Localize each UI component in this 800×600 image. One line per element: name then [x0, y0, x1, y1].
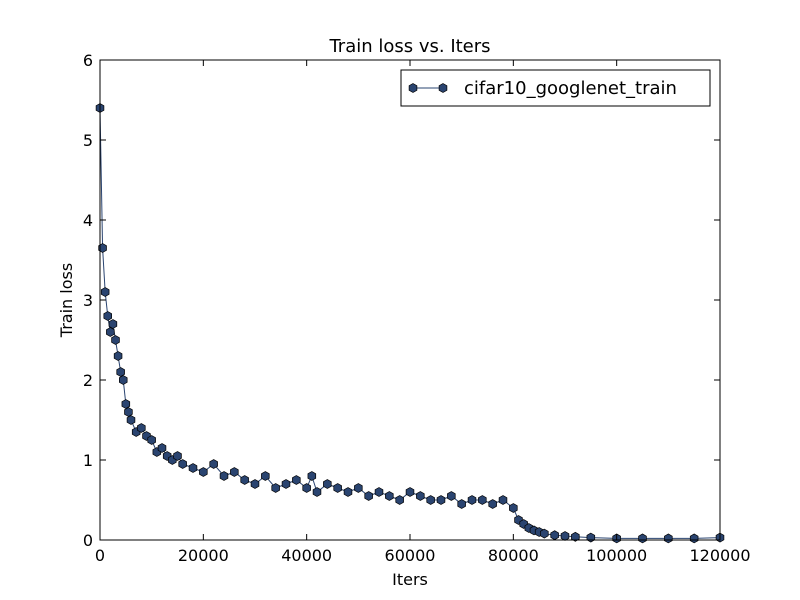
data-point — [307, 471, 317, 481]
data-point — [250, 479, 260, 489]
data-point — [137, 423, 146, 433]
x-tick-label: 120000 — [689, 546, 750, 565]
data-point — [108, 319, 118, 329]
data-point — [354, 483, 363, 493]
data-point — [188, 463, 198, 473]
y-tick-label: 3 — [83, 291, 93, 310]
data-point — [323, 479, 332, 489]
legend-entry-label: cifar10_googlenet_train — [464, 78, 677, 99]
x-tick-label: 0 — [95, 546, 105, 565]
x-tick-label: 40000 — [281, 546, 332, 565]
data-point — [302, 483, 311, 493]
data-point — [281, 479, 291, 489]
data-point — [219, 471, 229, 481]
axis-ticks: 0 20000 40000 60000 80000 100000 120000 0 1 2 3 4 5 6 — [83, 51, 751, 565]
data-point — [385, 491, 394, 501]
data-point — [118, 375, 128, 385]
data-point — [343, 487, 353, 497]
legend: cifar10_googlenet_train — [400, 69, 711, 107]
x-tick-label: 60000 — [385, 546, 436, 565]
chart-title: Train loss vs. Iters — [328, 36, 490, 57]
y-tick-label: 4 — [83, 211, 93, 230]
data-point — [405, 487, 415, 497]
data-point — [447, 491, 456, 501]
data-point — [478, 495, 487, 505]
data-point — [121, 399, 131, 409]
data-point — [271, 483, 280, 493]
data-point — [100, 287, 110, 297]
y-tick-label: 5 — [83, 131, 93, 150]
data-point — [124, 407, 133, 417]
y-tick-label: 0 — [83, 531, 93, 550]
data-point — [509, 503, 518, 513]
y-tick-label: 1 — [83, 451, 93, 470]
data-point — [374, 487, 384, 497]
data-point — [416, 491, 425, 501]
data-point — [103, 311, 113, 321]
data-point — [586, 532, 596, 543]
data-point — [116, 367, 125, 377]
data-point — [173, 451, 182, 461]
legend-marker-left — [408, 83, 418, 93]
data-point — [498, 495, 508, 505]
data-point — [689, 533, 699, 544]
data-point — [333, 483, 342, 493]
y-axis-label: Train loss — [57, 263, 76, 338]
data-point — [147, 435, 156, 445]
legend-box — [400, 69, 711, 107]
y-tick-label: 2 — [83, 371, 93, 390]
data-point — [571, 531, 580, 542]
data-point — [106, 327, 115, 337]
data-point — [436, 495, 446, 505]
data-point — [230, 467, 239, 477]
data-point — [240, 475, 249, 485]
data-point — [364, 491, 373, 501]
plot-area — [95, 103, 725, 544]
data-point — [292, 475, 301, 485]
y-tick-label: 6 — [83, 51, 93, 70]
data-point — [395, 495, 404, 505]
data-point — [111, 335, 120, 345]
data-point — [312, 487, 322, 497]
data-point — [157, 443, 167, 453]
data-point — [209, 459, 218, 469]
data-point — [638, 533, 647, 544]
data-point — [261, 471, 270, 481]
data-point — [113, 351, 123, 361]
legend-marker-right — [438, 83, 448, 93]
data-point — [426, 495, 435, 505]
data-point — [457, 499, 466, 509]
x-tick-label: 80000 — [488, 546, 539, 565]
data-point — [540, 528, 549, 539]
data-point — [560, 531, 570, 541]
data-point — [488, 499, 497, 509]
x-tick-label: 20000 — [178, 546, 229, 565]
x-axis-label: Iters — [392, 570, 428, 589]
data-point — [199, 467, 208, 477]
data-point — [550, 530, 559, 541]
data-point — [178, 459, 187, 469]
data-point — [126, 415, 136, 425]
data-point — [467, 495, 477, 505]
data-point — [98, 243, 107, 253]
x-tick-label: 100000 — [586, 546, 647, 565]
data-point — [664, 533, 673, 544]
